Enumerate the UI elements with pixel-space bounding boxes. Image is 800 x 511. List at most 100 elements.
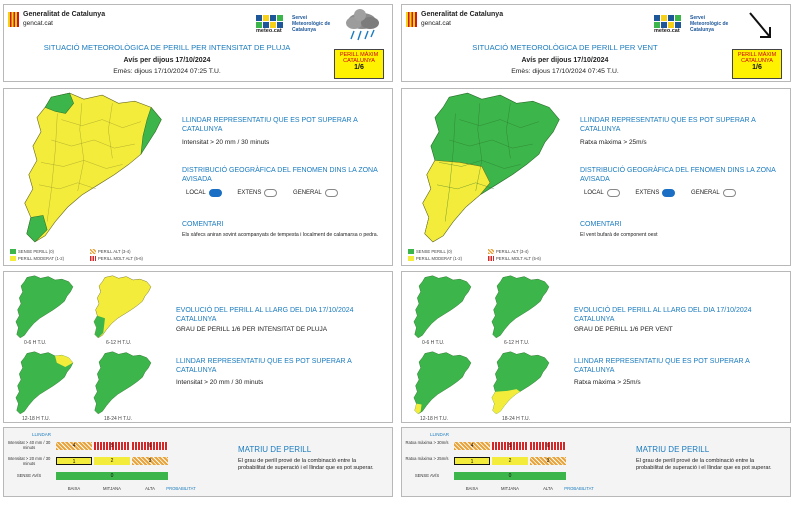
- max-danger-value: 1/6: [752, 64, 762, 72]
- notice-date: Avís per dijous 17/10/2024: [123, 57, 211, 64]
- matrix-row-3: SENSE AVÍS: [414, 473, 440, 478]
- generalitat-logo: Generalitat de Catalunya gencat.cat: [406, 11, 526, 31]
- main-map-section: SENSE PERILL (0) PERILL MODERAT (1-2) PE…: [3, 88, 393, 266]
- wind-arrow-icon: [749, 12, 771, 38]
- toggle-general[interactable]: [722, 189, 736, 197]
- matrix-col-mid: MITJANA: [103, 486, 121, 491]
- matrix-col-high: ALTA: [543, 486, 553, 491]
- matrix-col-axis: PROBABILITAT: [564, 486, 594, 491]
- page-title: SITUACIÓ METEOROLÒGICA DE PERILL PER INT…: [43, 43, 291, 52]
- option-general-label: GENERAL: [691, 190, 720, 196]
- matrix-cell-0: 0: [56, 472, 168, 480]
- period-2-label: 6-12 H T.U.: [106, 340, 132, 346]
- toggle-local[interactable]: [208, 189, 222, 197]
- max-danger-label: PERILL MÀXIM CATALUNYA: [737, 52, 777, 65]
- matrix-cell-5: 5: [492, 442, 528, 450]
- matrix-cell-5: 5: [94, 442, 130, 450]
- matrix-title: MATRIU DE PERILL: [636, 445, 710, 454]
- option-general-label: GENERAL: [293, 190, 322, 196]
- max-danger-value: 1/6: [354, 64, 364, 72]
- map-period-4[interactable]: [88, 350, 156, 416]
- danger-matrix-section: LLINDAR Ratxa màxima > 30m/s Ratxa màxim…: [401, 427, 791, 497]
- comment-text: El vent bufarà de component oest: [580, 232, 658, 238]
- matrix-col-low: BAIXA: [67, 486, 81, 491]
- evolution-value: GRAU DE PERILL 1/6 PER VENT: [574, 326, 673, 333]
- org-site: gencat.cat: [421, 20, 451, 27]
- matrix-cell-3: 3: [132, 457, 168, 465]
- header: Generalitat de Catalunya gencat.cat mete…: [401, 4, 791, 82]
- distribution-options: LOCAL EXTENS GENERAL: [584, 189, 750, 197]
- matrix-cell-2: 2: [492, 457, 528, 465]
- meteo-service: Servei Meteorològic de Catalunya: [690, 15, 729, 33]
- notice-date: Avís per dijous 17/10/2024: [521, 57, 609, 64]
- matrix-col-low: BAIXA: [465, 486, 479, 491]
- map-period-4[interactable]: [486, 350, 554, 416]
- option-extens-label: EXTENS: [635, 190, 660, 196]
- meteocat-logo: meteo.cat Servei Meteorològic de Catalun…: [654, 15, 728, 37]
- distribution-heading: DISTRIBUCIÓ GEOGRÀFICA DEL FENOMEN DINS …: [580, 167, 776, 183]
- evolution-heading: EVOLUCIÓ DEL PERILL AL LLARG DEL DIA 17/…: [574, 307, 752, 323]
- issued-time: Emès: dijous 17/10/2024 07:25 T.U.: [113, 68, 221, 75]
- org-name: Generalitat de Catalunya: [421, 11, 504, 18]
- map-period-3[interactable]: [10, 350, 78, 416]
- map-legend: SENSE PERILL (0) PERILL MODERAT (1-2) PE…: [10, 249, 210, 263]
- matrix-text: El grau de perill prové de la combinació…: [238, 458, 374, 471]
- meteo-name: meteo.cat: [256, 28, 282, 34]
- period-4-label: 18-24 H T.U.: [104, 416, 132, 422]
- map-period-1[interactable]: [408, 274, 476, 340]
- senyera-icon: [8, 12, 19, 27]
- map-period-1[interactable]: [10, 274, 78, 340]
- period-3-label: 12-18 H T.U.: [420, 416, 448, 422]
- matrix-cell-6: 6: [132, 442, 168, 450]
- catalonia-map[interactable]: [410, 89, 570, 247]
- matrix-row-3: SENSE AVÍS: [16, 473, 42, 478]
- matrix-row-1: Ratxa màxima > 30m/s: [405, 440, 449, 445]
- legend-very-high: PERILL MOLT ALT (5-6): [496, 256, 541, 261]
- generalitat-logo: Generalitat de Catalunya gencat.cat: [8, 11, 128, 31]
- legend-none: SENSE PERILL (0): [18, 249, 54, 254]
- map-period-2[interactable]: [486, 274, 554, 340]
- map-period-2[interactable]: [88, 274, 156, 340]
- legend-none: SENSE PERILL (0): [416, 249, 452, 254]
- max-danger-badge: PERILL MÀXIM CATALUNYA 1/6: [732, 49, 782, 79]
- toggle-extens[interactable]: [662, 189, 676, 197]
- threshold2-value: Ratxa màxima > 25m/s: [574, 379, 641, 386]
- evolution-heading: EVOLUCIÓ DEL PERILL AL LLARG DEL DIA 17/…: [176, 307, 354, 323]
- catalonia-map[interactable]: [12, 89, 172, 247]
- matrix-cell-2: 2: [94, 457, 130, 465]
- max-danger-label: PERILL MÀXIM CATALUNYA: [339, 52, 379, 65]
- threshold2-heading: LLINDAR REPRESENTATIU QUE ES POT SUPERAR…: [574, 358, 750, 374]
- threshold-value: Intensitat > 20 mm / 30 minuts: [182, 139, 270, 146]
- org-name: Generalitat de Catalunya: [23, 11, 106, 18]
- legend-very-high: PERILL MOLT ALT (5-6): [98, 256, 143, 261]
- comment-heading: COMENTARI: [182, 221, 224, 228]
- rain-warning-panel: Generalitat de Catalunya gencat.cat mete…: [3, 0, 395, 511]
- threshold-value: Ratxa màxima > 25m/s: [580, 139, 647, 146]
- comment-heading: COMENTARI: [580, 221, 622, 228]
- matrix-row-2: Ratxa màxima > 25m/s: [405, 456, 449, 461]
- matrix-axis-label: LLINDAR: [32, 432, 52, 437]
- matrix-cell-4: 4: [56, 442, 92, 450]
- evolution-section: 0-6 H T.U. 6-12 H T.U. 12-18 H T.U. 18-2…: [3, 271, 393, 423]
- map-period-3[interactable]: [408, 350, 476, 416]
- comment-text: Els xàfecs aniran sovint acompanyats de …: [182, 232, 379, 238]
- meteocat-logo: meteo.cat Servei Meteorològic de Catalun…: [256, 15, 330, 37]
- matrix-cell-6: 6: [530, 442, 566, 450]
- senyera-icon: [406, 12, 417, 27]
- legend-high: PERILL ALT (3-4): [98, 249, 131, 254]
- legend-high: PERILL ALT (3-4): [496, 249, 529, 254]
- threshold-heading: LLINDAR REPRESENTATIU QUE ES POT SUPERAR…: [580, 117, 756, 133]
- distribution-options: LOCAL EXTENS GENERAL: [186, 189, 352, 197]
- toggle-extens[interactable]: [264, 189, 278, 197]
- danger-matrix: LLINDAR Ratxa màxima > 30m/s Ratxa màxim…: [402, 428, 594, 498]
- threshold-heading: LLINDAR REPRESENTATIU QUE ES POT SUPERAR…: [182, 117, 358, 133]
- evolution-section: 0-6 H T.U. 6-12 H T.U. 12-18 H T.U. 18-2…: [401, 271, 791, 423]
- period-4-label: 18-24 H T.U.: [502, 416, 530, 422]
- period-2-label: 6-12 H T.U.: [504, 340, 530, 346]
- matrix-row-1: Intensitat > 40 mm / 30 minuts: [7, 440, 51, 450]
- matrix-row-2: Intensitat > 20 mm / 30 minuts: [7, 456, 51, 466]
- toggle-general[interactable]: [324, 189, 338, 197]
- toggle-local[interactable]: [606, 189, 620, 197]
- matrix-cell-3: 3: [530, 457, 566, 465]
- option-extens-label: EXTENS: [237, 190, 262, 196]
